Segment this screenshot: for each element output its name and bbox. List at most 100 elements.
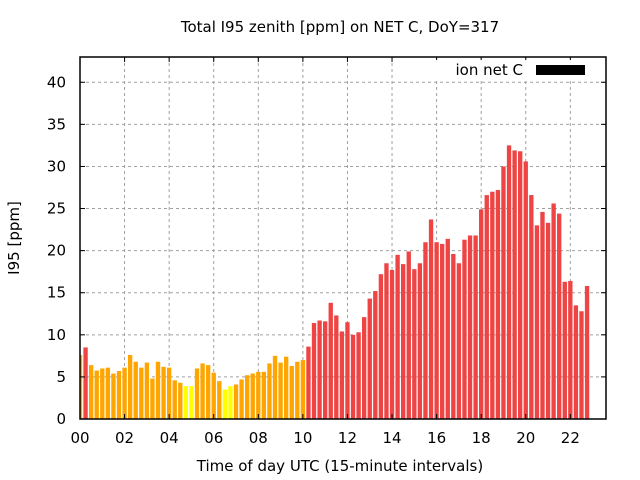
y-tick-label: 15 xyxy=(47,284,66,302)
bar xyxy=(350,334,356,419)
y-tick-label: 0 xyxy=(56,410,66,428)
bar xyxy=(295,361,300,419)
bar xyxy=(178,382,183,419)
bars-group xyxy=(80,145,590,419)
bar xyxy=(334,315,339,419)
x-tick-label: 08 xyxy=(249,429,268,447)
bar xyxy=(484,195,489,419)
x-tick-label: 20 xyxy=(516,429,535,447)
bar xyxy=(467,235,473,419)
x-tick-label: 04 xyxy=(160,429,179,447)
bar xyxy=(80,355,83,419)
x-tick-label: 02 xyxy=(115,429,134,447)
bar xyxy=(395,254,400,419)
bar xyxy=(579,311,584,419)
bar xyxy=(501,166,506,419)
y-tick-label: 30 xyxy=(47,157,66,175)
bar xyxy=(568,280,573,419)
bar xyxy=(100,368,105,419)
bar xyxy=(311,323,317,419)
bar xyxy=(200,363,205,419)
bar xyxy=(272,355,278,419)
bar xyxy=(584,285,590,419)
bar xyxy=(250,373,255,419)
bar xyxy=(495,190,501,419)
bar xyxy=(328,302,333,419)
plot-frame xyxy=(79,56,607,420)
bar xyxy=(278,362,283,419)
x-tick-label: 14 xyxy=(382,429,401,447)
bar xyxy=(183,386,189,419)
bar xyxy=(506,145,512,419)
bar xyxy=(166,367,172,419)
bar xyxy=(529,195,534,419)
x-tick-label: 16 xyxy=(427,429,446,447)
bar xyxy=(239,379,244,419)
bar xyxy=(384,263,389,419)
bar xyxy=(88,365,94,419)
bar xyxy=(367,298,372,419)
bar xyxy=(490,191,495,419)
bar xyxy=(150,378,155,419)
bar xyxy=(256,371,261,419)
bar xyxy=(362,317,367,419)
x-axis-label: Time of day UTC (15-minute intervals) xyxy=(196,457,483,475)
bar xyxy=(534,225,540,419)
bar xyxy=(401,264,406,419)
bar xyxy=(127,355,133,419)
bar xyxy=(111,373,116,419)
y-tick-label: 25 xyxy=(47,200,66,218)
bar xyxy=(172,380,177,419)
bar xyxy=(222,389,228,419)
bar xyxy=(261,371,267,419)
bar xyxy=(105,367,111,419)
y-tick-label: 5 xyxy=(56,368,66,386)
y-tick-label: 10 xyxy=(47,326,66,344)
bar xyxy=(233,384,239,419)
bar xyxy=(211,372,216,419)
bar xyxy=(144,362,150,419)
bar xyxy=(378,274,384,419)
bar xyxy=(557,213,562,419)
bar xyxy=(205,365,211,419)
bar xyxy=(317,320,322,419)
bar xyxy=(523,161,528,419)
bar xyxy=(244,375,250,419)
bar xyxy=(189,386,194,419)
bar xyxy=(228,386,233,419)
bar xyxy=(540,211,545,419)
bar xyxy=(194,368,200,419)
bar xyxy=(406,251,411,419)
x-tick-label: 18 xyxy=(472,429,491,447)
bar xyxy=(94,370,99,419)
bar xyxy=(322,321,328,419)
x-tick-label: 12 xyxy=(338,429,357,447)
bar xyxy=(428,219,434,419)
bar xyxy=(339,331,345,419)
x-axis-ticks: 00 02 04 06 08 10 12 14 16 18 20 22 xyxy=(70,57,580,447)
bar xyxy=(434,242,439,419)
bar xyxy=(456,263,462,419)
bar xyxy=(545,222,551,419)
legend-swatch xyxy=(536,65,585,75)
y-axis-label: I95 [ppm] xyxy=(5,201,23,275)
bar xyxy=(373,291,378,419)
x-tick-label: 10 xyxy=(293,429,312,447)
bar xyxy=(417,263,423,419)
bar xyxy=(479,209,484,419)
x-tick-label: 22 xyxy=(561,429,580,447)
bar xyxy=(155,361,161,419)
bar xyxy=(440,243,445,419)
x-tick-label: 00 xyxy=(70,429,89,447)
bar xyxy=(451,253,456,419)
bar xyxy=(518,151,523,419)
bar xyxy=(289,365,294,419)
bar xyxy=(217,381,222,419)
bar xyxy=(122,367,127,419)
bar xyxy=(306,346,311,419)
y-tick-label: 20 xyxy=(47,242,66,260)
y-tick-label: 35 xyxy=(47,115,66,133)
bar xyxy=(133,361,138,419)
bar xyxy=(283,356,289,419)
